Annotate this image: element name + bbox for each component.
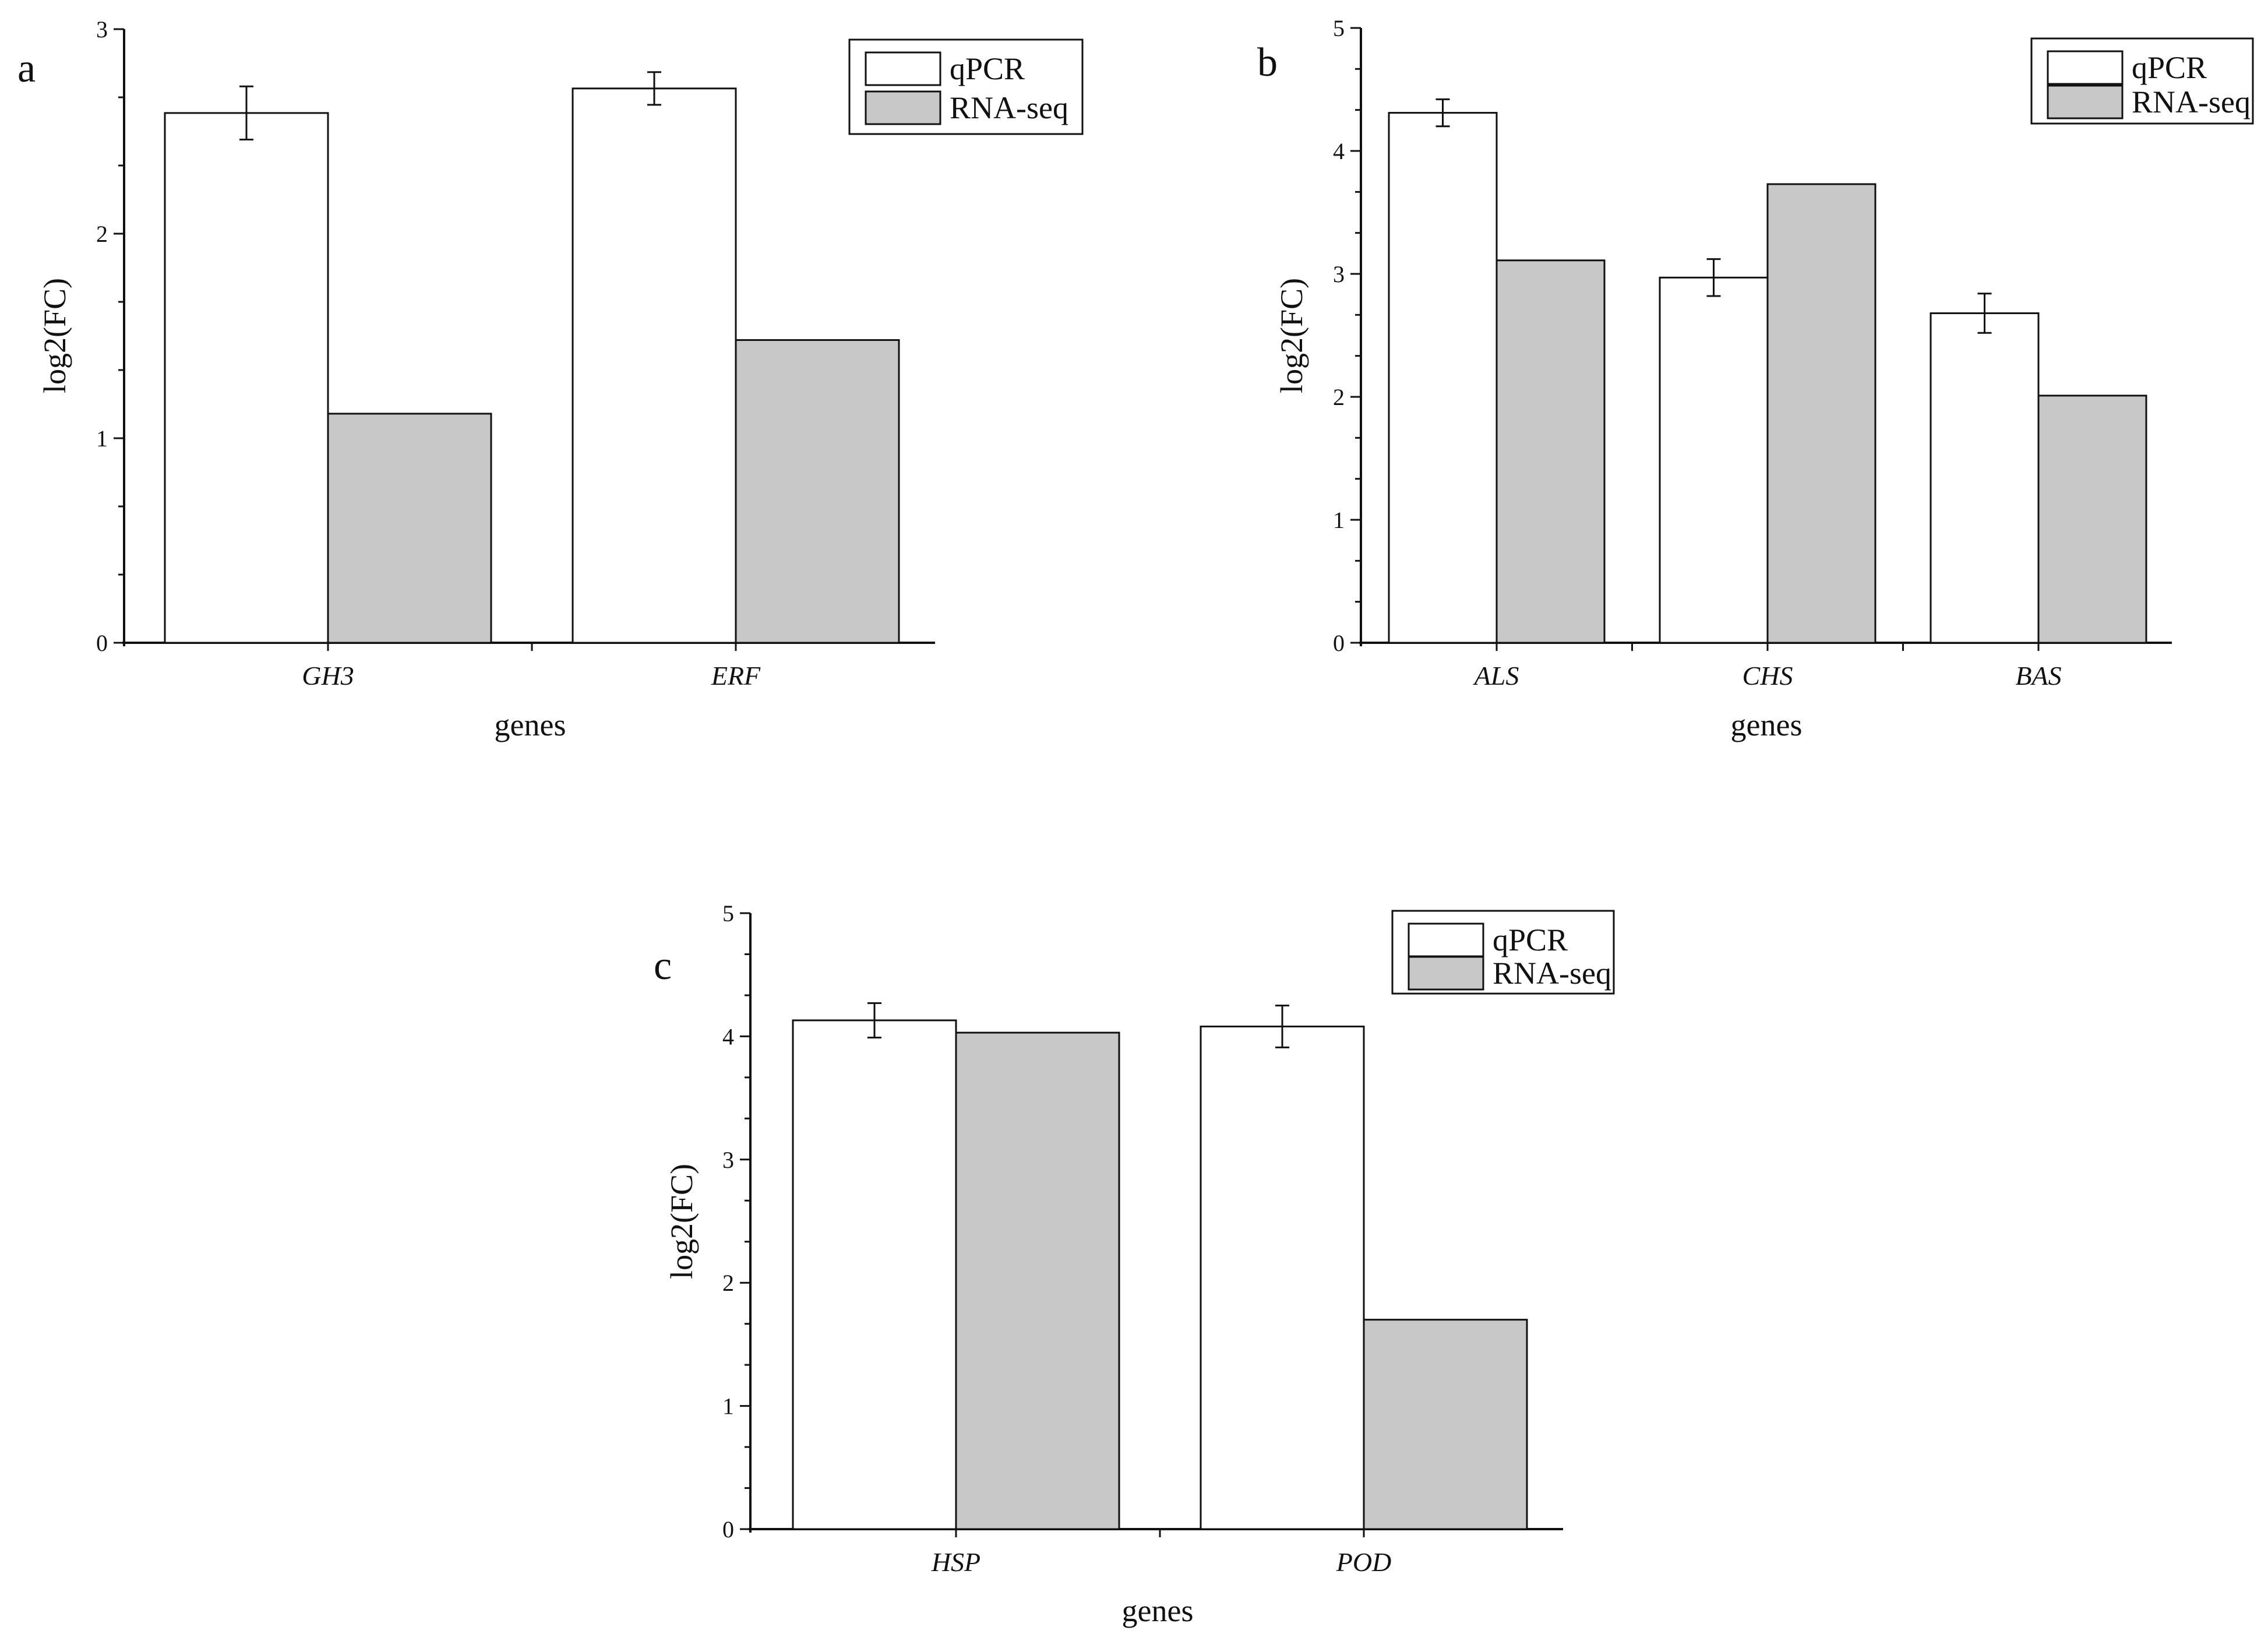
y-tick-label: 3 [722, 1147, 734, 1173]
x-axis-title: genes [1122, 1593, 1194, 1628]
legend-swatch-rnaseq [865, 90, 941, 125]
x-category-label: HSP [931, 1547, 980, 1577]
y-axis-title: log2(FC) [1274, 278, 1309, 393]
rnaseq-bar-hsp [955, 1031, 1120, 1530]
y-axis-title: log2(FC) [664, 1164, 699, 1279]
x-axis-title: genes [1731, 707, 1803, 742]
x-axis-title: genes [495, 707, 566, 742]
legend-label-rnaseq: RNA-seq [1493, 956, 1611, 991]
y-tick-label: 2 [96, 221, 108, 247]
qpcr-bar-gh3 [164, 112, 329, 644]
panel-letter: b [1257, 40, 1278, 85]
x-category-label: GH3 [302, 661, 354, 691]
y-tick-label: 5 [1333, 15, 1345, 41]
x-category-label: ERF [711, 661, 761, 691]
rnaseq-bar-chs [1766, 183, 1877, 644]
rnaseq-bar-als [1495, 259, 1606, 644]
x-category-label: BAS [2015, 661, 2061, 691]
rnaseq-bar-gh3 [327, 413, 492, 644]
x-category-label: CHS [1743, 661, 1793, 691]
y-tick-label: 0 [722, 1516, 734, 1543]
legend-swatch-rnaseq [1408, 956, 1484, 991]
x-category-label: ALS [1473, 661, 1519, 691]
qpcr-bar-als [1388, 112, 1498, 644]
y-tick-label: 1 [1333, 507, 1345, 533]
qpcr-bar-erf [572, 87, 737, 644]
legend-swatch-qpcr [2047, 50, 2124, 85]
panel-letter: a [17, 46, 36, 91]
legend-swatch-rnaseq [2047, 84, 2124, 119]
legend-swatch-qpcr [1408, 922, 1484, 957]
qpcr-bar-hsp [792, 1019, 957, 1530]
y-tick-label: 3 [1333, 261, 1345, 287]
y-tick-label: 1 [96, 425, 108, 452]
y-axis-title: log2(FC) [37, 278, 72, 393]
panel-letter: c [654, 943, 672, 988]
qpcr-bar-bas [1930, 312, 2040, 644]
rnaseq-bar-pod [1363, 1319, 1528, 1530]
legend-label-rnaseq: RNA-seq [950, 90, 1068, 125]
rnaseq-bar-erf [735, 339, 900, 644]
y-tick-label: 4 [722, 1023, 734, 1050]
chart-panel-a: 0 1 2 3 GH3 ERF log2(FC) genes a qPCR RNA-seq [17, 16, 1084, 742]
y-tick-label: 2 [722, 1270, 734, 1296]
qpcr-bar-chs [1659, 276, 1769, 644]
legend-label-rnaseq: RNA-seq [2132, 84, 2251, 119]
y-tick-label: 3 [96, 16, 108, 43]
x-category-label: POD [1336, 1547, 1392, 1577]
legend-label-qpcr: qPCR [1493, 922, 1568, 957]
y-tick-label: 0 [96, 630, 108, 656]
y-tick-label: 4 [1333, 138, 1345, 164]
legend-label-qpcr: qPCR [950, 51, 1025, 86]
y-tick-label: 0 [1333, 630, 1345, 656]
qpcr-bar-pod [1200, 1025, 1365, 1530]
y-tick-label: 1 [722, 1393, 734, 1420]
legend-label-qpcr: qPCR [2132, 50, 2207, 85]
legend: qPCR RNA-seq [848, 38, 1084, 135]
y-tick-label: 5 [722, 900, 734, 927]
rnaseq-bar-bas [2037, 395, 2147, 644]
y-tick-label: 2 [1333, 384, 1345, 410]
legend-swatch-qpcr [865, 51, 941, 86]
